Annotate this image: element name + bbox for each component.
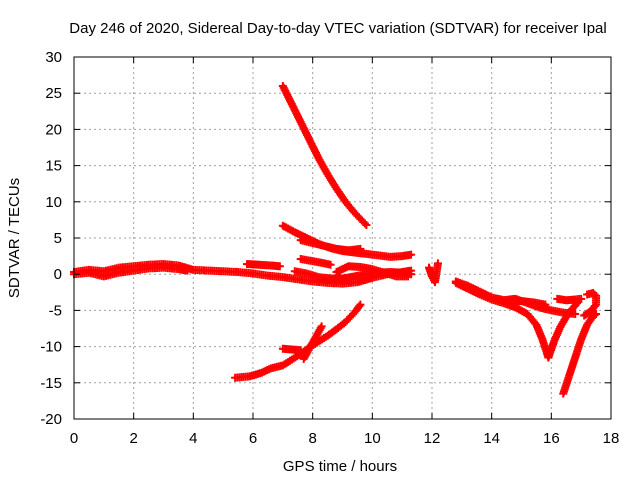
data-point	[317, 322, 326, 331]
data-point	[275, 262, 284, 271]
grid-layer	[74, 57, 611, 419]
data-point	[356, 300, 365, 309]
data-point	[590, 311, 599, 320]
x-tick-label: 4	[189, 430, 197, 447]
y-tick-label: -10	[40, 339, 62, 356]
series-trace-p	[493, 294, 550, 309]
series-trace-f	[296, 236, 365, 255]
series-trace-l	[278, 344, 305, 355]
series-trace-h	[296, 254, 335, 269]
y-tick-label: 25	[45, 85, 62, 102]
y-tick-label: -15	[40, 375, 62, 392]
series-trace-n	[451, 278, 553, 362]
x-tick-label: 6	[249, 430, 257, 447]
data-point	[296, 346, 305, 355]
y-tick-label: 15	[45, 158, 62, 175]
x-tick-label: 2	[129, 430, 137, 447]
x-tick-label: 16	[543, 430, 560, 447]
y-tick-label: 0	[54, 266, 62, 283]
data-point	[356, 244, 365, 253]
series-trace-r	[553, 294, 586, 305]
data-point	[404, 272, 413, 281]
data-point	[355, 302, 364, 311]
data-point	[407, 250, 416, 259]
data-point	[433, 259, 442, 268]
y-tick-label: 5	[54, 230, 62, 247]
y-tick-label: 20	[45, 121, 62, 138]
series-trace-j	[231, 300, 365, 382]
series-trace-c	[243, 260, 284, 271]
x-tick-label: 14	[483, 430, 500, 447]
series-trace-i	[332, 262, 413, 281]
series-trace-t	[580, 289, 601, 320]
series-trace-m	[425, 259, 442, 287]
y-tick-label: -20	[40, 411, 62, 428]
data-point	[577, 294, 586, 303]
y-tick-labels: -20 -15 -10 -5 0 5 10 15 20 25 30	[40, 49, 62, 428]
series-trace-s	[559, 310, 601, 398]
data-point	[362, 220, 371, 229]
data-point	[592, 310, 601, 319]
x-axis-label: GPS time / hours	[283, 458, 397, 475]
series-trace-k	[299, 322, 326, 363]
x-tick-label: 12	[424, 430, 441, 447]
data-point	[541, 300, 550, 309]
data-point	[183, 266, 192, 275]
x-tick-label: 0	[70, 430, 78, 447]
ticks-layer	[73, 56, 612, 420]
y-tick-label: 30	[45, 49, 62, 66]
x-tick-label: 10	[364, 430, 381, 447]
series-trace-d	[278, 81, 371, 229]
y-tick-label: -5	[49, 302, 62, 319]
x-tick-label: 8	[308, 430, 316, 447]
data-point	[583, 290, 592, 299]
x-tick-labels: 0 2 4 6 8 10 12 14 16 18	[70, 430, 620, 447]
series-layer	[70, 81, 601, 398]
data-point	[326, 260, 335, 269]
y-tick-label: 10	[45, 194, 62, 211]
chart-title: Day 246 of 2020, Sidereal Day-to-day VTE…	[69, 20, 606, 37]
series-trace-q	[544, 297, 583, 362]
y-axis-label: SDTVAR / TECUs	[6, 178, 23, 298]
data-point	[360, 219, 369, 228]
x-tick-label: 18	[603, 430, 620, 447]
